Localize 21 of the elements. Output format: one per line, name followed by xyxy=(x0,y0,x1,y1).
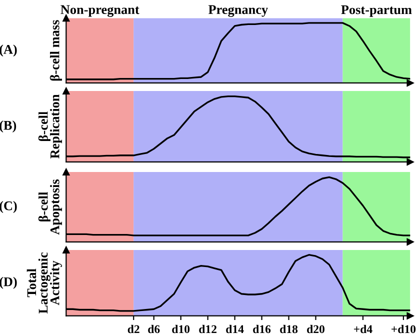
x-tick-label: d12 xyxy=(199,324,216,334)
text: (B) xyxy=(0,120,16,132)
x-tick-label: d10 xyxy=(172,324,190,334)
text: Pregnancy xyxy=(208,5,268,17)
x-tick-label: d20 xyxy=(307,324,324,334)
x-tick-label: d16 xyxy=(253,324,271,334)
y-axis-title: Total Lactogenic Activity xyxy=(26,252,62,314)
x-tick-label: d6 xyxy=(148,324,160,334)
text: Non-pregnant xyxy=(60,5,140,17)
x-tick-label: d2 xyxy=(128,324,140,334)
text: (C) xyxy=(0,200,17,213)
y-axis-title: β-cell Replication xyxy=(38,94,62,159)
y-axis-title: β-cell Apoptosis xyxy=(38,179,62,235)
text: Post-partum xyxy=(341,5,412,17)
x-tick-label: +d4 xyxy=(354,324,372,334)
y-axis-title: β-cell mass xyxy=(50,20,62,81)
x-tick-label: d18 xyxy=(280,324,298,334)
x-tick-label: d14 xyxy=(226,324,244,334)
x-tick-label: +d10 xyxy=(392,324,416,334)
text: (D) xyxy=(0,276,17,289)
text: (A) xyxy=(0,44,17,57)
